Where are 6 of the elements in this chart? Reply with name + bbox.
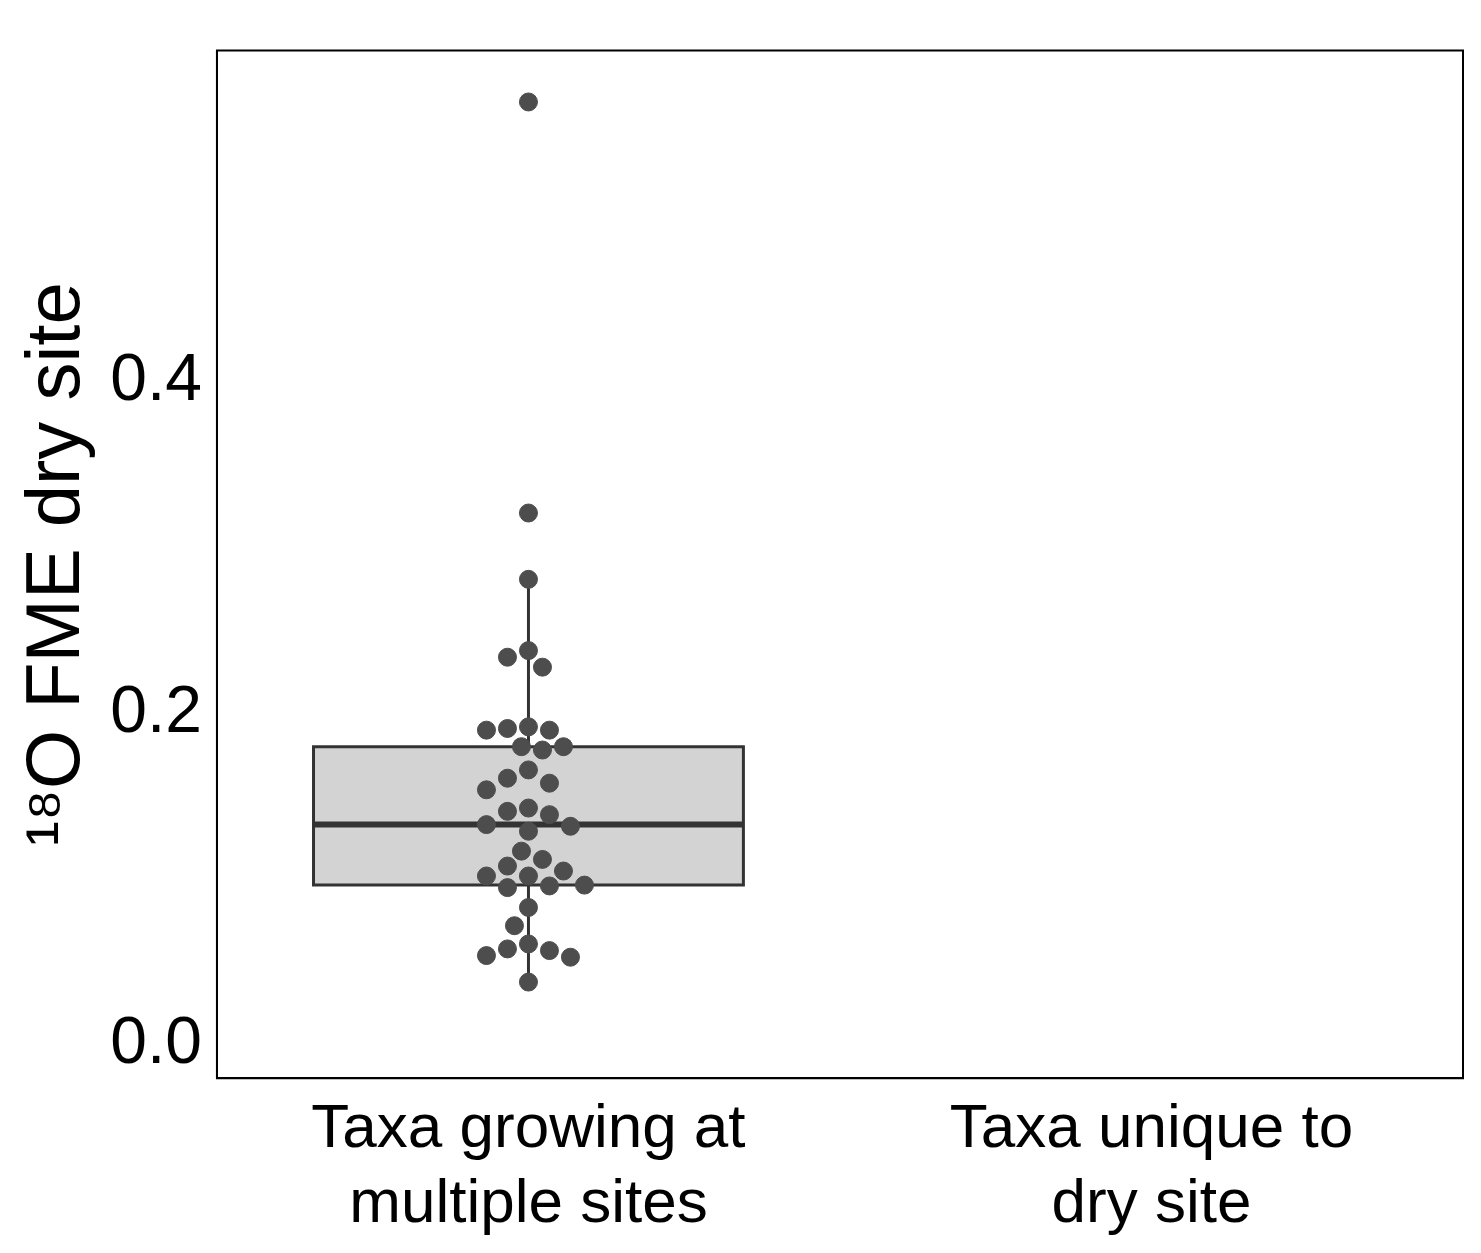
y-tick-label: 0.4 <box>110 340 202 415</box>
y-tick-label: 0.0 <box>110 1003 202 1078</box>
y-axis-title: ¹⁸O FME dry site <box>9 282 95 847</box>
x-tick-label: Taxa unique to dry site <box>949 1091 1354 1235</box>
x-tick-label: Taxa growing at multiple sites <box>311 1091 746 1235</box>
y-tick-label: 0.2 <box>110 671 202 746</box>
